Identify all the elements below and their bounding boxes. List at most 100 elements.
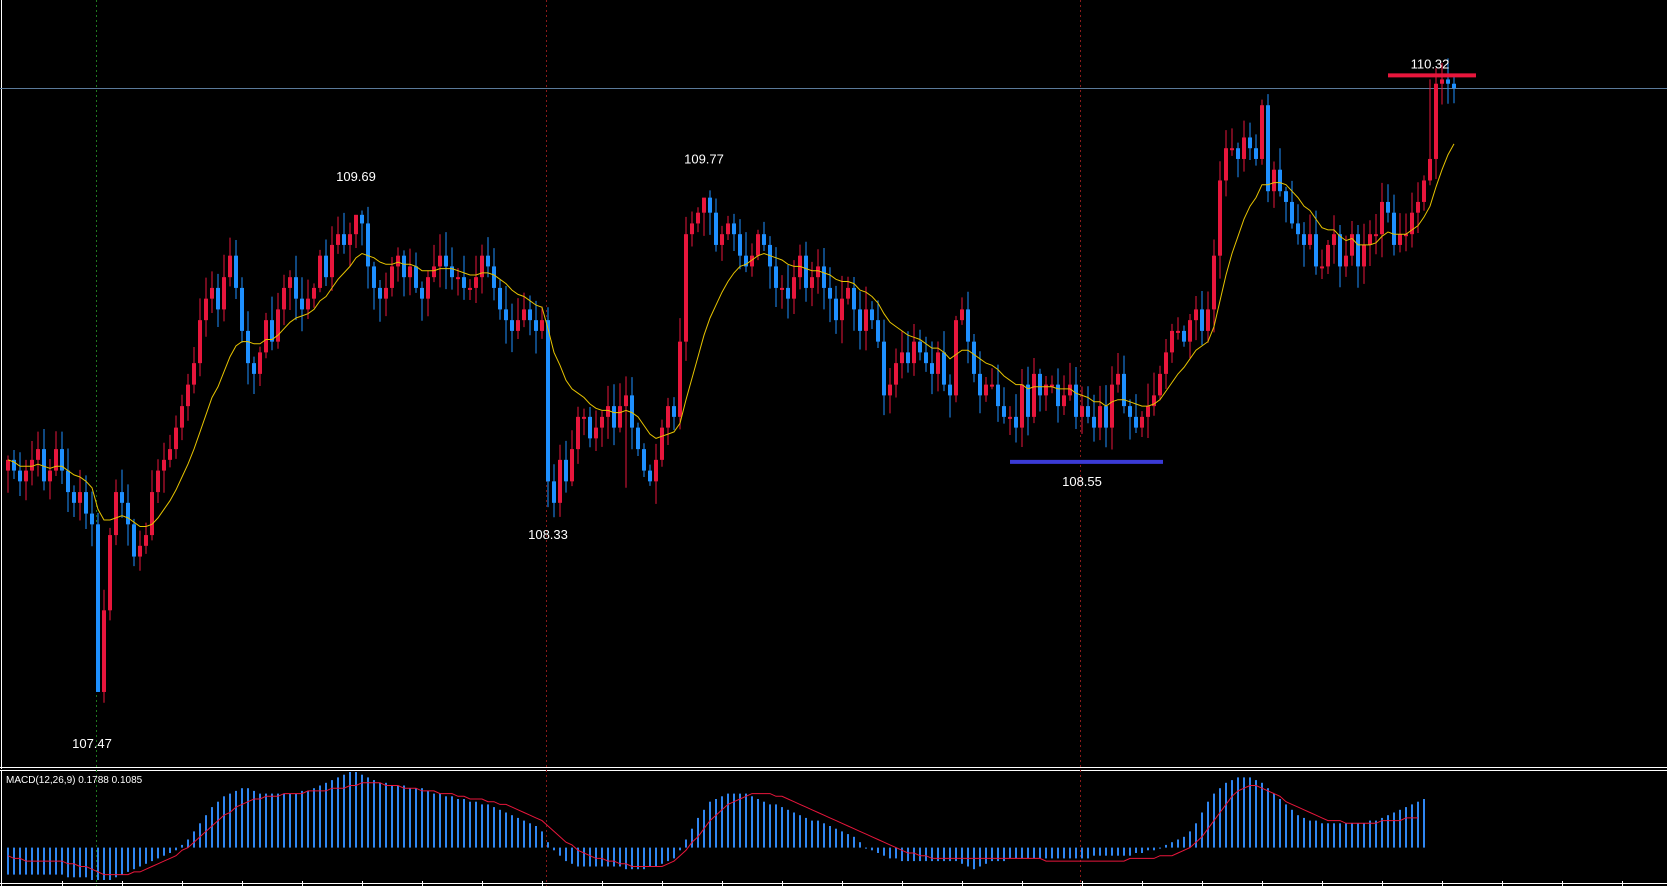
- bull-candle: [1212, 255, 1216, 310]
- macd-histogram-bar: [637, 847, 639, 870]
- macd-histogram-bar: [661, 847, 663, 864]
- bear-candle: [774, 266, 778, 288]
- macd-histogram-bar: [559, 847, 561, 856]
- macd-histogram-bar: [1075, 847, 1077, 859]
- macd-histogram-bar: [673, 847, 675, 859]
- bear-candle: [510, 320, 514, 331]
- macd-histogram-bar: [1015, 847, 1017, 859]
- bear-candle: [906, 352, 910, 364]
- macd-histogram-bar: [1117, 847, 1119, 856]
- macd-histogram-bar: [1081, 847, 1083, 859]
- macd-histogram-bar: [949, 847, 951, 862]
- bear-candle: [1392, 212, 1396, 245]
- macd-histogram-bar: [445, 796, 447, 848]
- macd-histogram-bar: [1423, 799, 1425, 848]
- macd-histogram-bar: [913, 847, 915, 862]
- macd-histogram-bar: [127, 847, 129, 872]
- macd-histogram-bar: [547, 842, 549, 848]
- bull-candle: [480, 255, 484, 278]
- bull-candle: [606, 406, 610, 417]
- bull-candle: [276, 309, 280, 342]
- bear-candle: [246, 330, 250, 364]
- macd-histogram-bar: [301, 790, 303, 848]
- bull-candle: [702, 197, 706, 213]
- bull-candle: [258, 352, 262, 374]
- macd-histogram-bar: [1291, 809, 1293, 848]
- macd-histogram-bar: [217, 801, 219, 848]
- macd-histogram-bar: [13, 847, 15, 875]
- macd-histogram-bar: [391, 785, 393, 848]
- bear-candle: [612, 406, 616, 428]
- macd-histogram-bar: [625, 847, 627, 870]
- bear-candle: [450, 266, 454, 278]
- macd-histogram-bar: [463, 799, 465, 848]
- macd-histogram-bar: [733, 793, 735, 848]
- macd-histogram-bar: [79, 847, 81, 878]
- macd-histogram-bar: [1183, 836, 1185, 848]
- macd-histogram-bar: [373, 780, 375, 848]
- macd-histogram-bar: [379, 782, 381, 848]
- macd-histogram-bar: [223, 796, 225, 848]
- bear-candle: [534, 320, 538, 331]
- bull-candle: [222, 277, 226, 310]
- bear-candle: [636, 427, 640, 450]
- bear-candle: [1338, 234, 1342, 267]
- macd-histogram-bar: [511, 815, 513, 848]
- macd-histogram-bar: [19, 847, 21, 875]
- bull-candle: [1188, 320, 1192, 342]
- bull-candle: [1230, 148, 1234, 151]
- bear-candle: [498, 287, 502, 310]
- bear-candle: [648, 470, 652, 482]
- macd-histogram-bar: [691, 828, 693, 848]
- macd-histogram-bar: [133, 847, 135, 870]
- bear-candle: [786, 287, 790, 299]
- macd-histogram-bar: [1105, 847, 1107, 856]
- macd-histogram-bar: [1231, 780, 1233, 848]
- macd-histogram-bar: [469, 801, 471, 848]
- macd-histogram-bar: [937, 847, 939, 862]
- price-label-range-low: 108.55: [1062, 474, 1102, 489]
- macd-histogram-bar: [835, 828, 837, 848]
- macd-histogram-bar: [727, 793, 729, 848]
- bear-candle: [1002, 406, 1006, 417]
- bull-candle: [810, 277, 814, 288]
- bull-candle: [1044, 384, 1048, 396]
- bull-candle: [1374, 234, 1378, 237]
- bull-candle: [468, 287, 472, 290]
- bear-candle: [462, 277, 466, 288]
- bear-candle: [252, 363, 256, 374]
- bull-candle: [792, 277, 796, 299]
- macd-histogram-bar: [493, 807, 495, 848]
- macd-histogram-bar: [751, 796, 753, 848]
- bull-candle: [156, 470, 160, 493]
- bull-candle: [594, 427, 598, 439]
- macd-histogram-bar: [349, 772, 351, 848]
- bear-candle: [858, 309, 862, 331]
- macd-histogram-bar: [97, 847, 99, 880]
- bear-candle: [714, 212, 718, 245]
- macd-histogram-bar: [619, 847, 621, 867]
- macd-histogram-bar: [163, 847, 165, 856]
- bear-candle: [420, 287, 424, 299]
- bear-candle: [1302, 234, 1306, 245]
- bull-candle: [432, 266, 436, 278]
- macd-histogram-bar: [319, 785, 321, 848]
- macd-histogram-bar: [925, 847, 927, 862]
- macd-histogram-bar: [235, 790, 237, 848]
- macd-histogram-bar: [307, 790, 309, 848]
- macd-histogram-bar: [1369, 820, 1371, 848]
- bull-candle: [756, 234, 760, 256]
- bear-candle: [966, 309, 970, 342]
- macd-pane: [7, 772, 1623, 886]
- macd-histogram-bar: [589, 847, 591, 867]
- macd-histogram-bar: [1123, 847, 1125, 856]
- bear-candle: [444, 255, 448, 267]
- bull-candle: [1428, 158, 1432, 181]
- macd-histogram-bar: [295, 793, 297, 848]
- macd-histogram-bar: [715, 799, 717, 848]
- bear-candle: [552, 481, 556, 503]
- bull-candle: [198, 320, 202, 364]
- bear-candle: [402, 255, 406, 278]
- bear-candle: [1278, 169, 1282, 192]
